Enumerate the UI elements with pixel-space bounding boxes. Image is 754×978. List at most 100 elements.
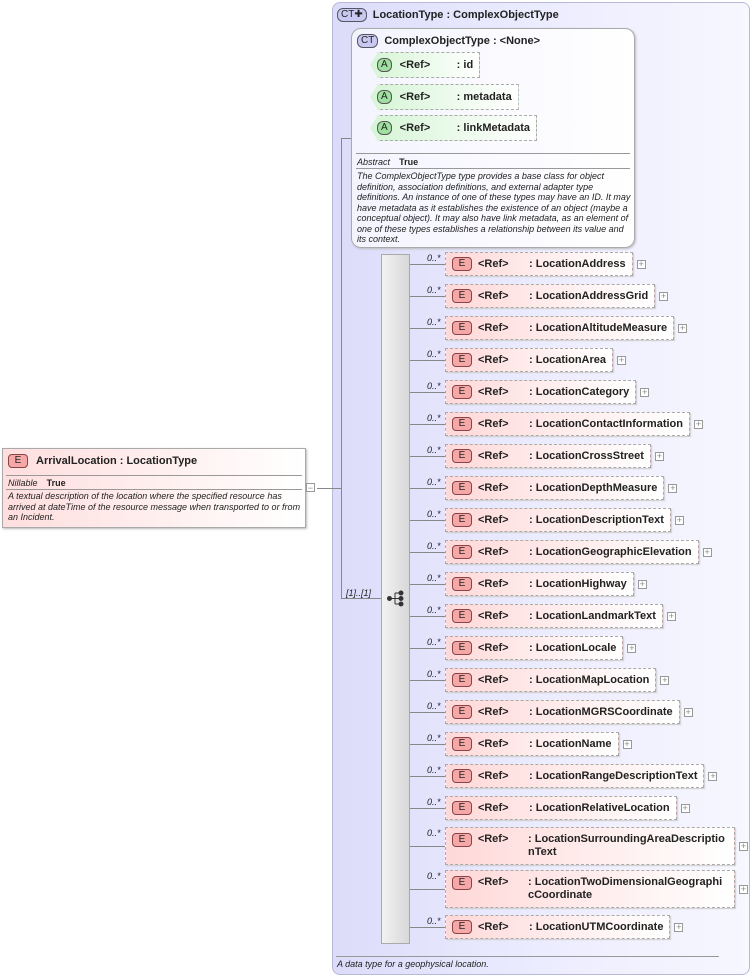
element-locationdepthmeasure[interactable]: E <Ref> : LocationDepthMeasure (445, 476, 665, 500)
expand-button[interactable]: + (660, 674, 670, 685)
expand-button[interactable]: + (702, 546, 712, 557)
attribute-metadata[interactable]: A <Ref>: metadata (370, 84, 519, 110)
expand-button[interactable]: + (680, 802, 690, 813)
element-locationrangedescriptiontext[interactable]: E <Ref>: LocationRangeDescriptionText (445, 764, 705, 788)
location-type-description: A data type for a geophysical location. (337, 959, 489, 969)
expand-button[interactable]: + (674, 514, 684, 525)
element-cardinality: 0..* (427, 477, 441, 487)
element-badge: E (452, 257, 472, 271)
element-cardinality: 0..* (427, 253, 441, 263)
element-badge: E (452, 353, 472, 367)
element-cardinality: 0..* (427, 445, 441, 455)
element-ref: <Ref> (478, 706, 509, 718)
expand-button[interactable]: + (659, 290, 669, 301)
expand-button[interactable]: + (666, 610, 676, 621)
expand-button[interactable]: + (637, 578, 647, 589)
element-name: : LocationDepthMeasure (529, 481, 658, 494)
element-locationname[interactable]: E <Ref>: LocationName (445, 732, 619, 756)
expand-button[interactable]: + (683, 706, 693, 717)
expand-button[interactable]: + (739, 840, 748, 851)
element-ref: <Ref> (478, 386, 509, 398)
element-locationdescriptiontext[interactable]: E <Ref>: LocationDescriptionText (445, 508, 671, 532)
attribute-badge: A (377, 121, 392, 135)
element-ref: <Ref> (478, 418, 509, 430)
arrival-location-title: ArrivalLocation : LocationType (36, 455, 198, 467)
complex-object-type-description: The ComplexObjectType type provides a ba… (357, 171, 631, 244)
element-locationlandmarktext[interactable]: E <Ref>: LocationLandmarkText (445, 604, 663, 628)
element-locationutmcoordinate[interactable]: E <Ref>: LocationUTMCoordinate (445, 915, 671, 939)
element-cardinality: 0..* (427, 317, 441, 327)
expand-button[interactable]: + (627, 642, 637, 653)
element-badge: E (452, 769, 472, 783)
element-cardinality: 0..* (427, 413, 441, 423)
expand-button[interactable]: + (668, 482, 678, 493)
element-badge: E (452, 609, 472, 623)
expand-button[interactable]: + (654, 450, 664, 461)
element-row: E <Ref>: LocationCrossStreet + (445, 444, 664, 468)
expand-button[interactable]: + (640, 386, 650, 397)
element-locationcontactinformation[interactable]: E <Ref>: LocationContactInformation (445, 412, 690, 436)
element-locationcrossstreet[interactable]: E <Ref>: LocationCrossStreet (445, 444, 651, 468)
element-badge: E (452, 385, 472, 399)
collapse-button[interactable]: − (306, 483, 315, 493)
element-locationrelativelocation[interactable]: E <Ref>: LocationRelativeLocation (445, 796, 677, 820)
expand-button[interactable]: + (622, 738, 632, 749)
element-locationsurroundingareadescriptiontext[interactable]: E <Ref>: LocationSurroundingAreaDescripti… (445, 827, 735, 865)
element-cardinality: 0..* (427, 669, 441, 679)
expand-button[interactable]: + (678, 322, 688, 333)
attribute-ref: <Ref> (399, 59, 431, 71)
element-ref: <Ref> (478, 482, 509, 494)
element-name: : LocationArea (529, 353, 607, 366)
element-locationaddressgrid[interactable]: E <Ref>: LocationAddressGrid (445, 284, 656, 308)
element-name: : LocationAddress (529, 257, 626, 270)
element-row: E <Ref>: LocationRangeDescriptionText + (445, 764, 718, 788)
element-badge: E (452, 321, 472, 335)
element-ref: <Ref> (478, 642, 509, 654)
element-row: E <Ref>: LocationName + (445, 732, 632, 756)
element-cardinality: 0..* (427, 541, 441, 551)
element-ref: <Ref> (478, 921, 509, 933)
element-name: : LocationAltitudeMeasure (529, 321, 668, 334)
element-ref: <Ref> (477, 833, 509, 845)
attribute-linkmetadata[interactable]: A <Ref>: linkMetadata (370, 115, 538, 141)
expand-button[interactable]: + (636, 258, 646, 269)
element-locationcategory[interactable]: E <Ref>: LocationCategory (445, 380, 637, 404)
element-badge: E (452, 417, 472, 431)
element-name: : LocationMapLocation (529, 673, 650, 686)
element-ref: <Ref> (478, 674, 509, 686)
element-locationmaplocation[interactable]: E <Ref> : LocationMapLocation (445, 668, 657, 692)
attribute-name: : metadata (456, 91, 512, 103)
abstract-value: True (399, 157, 419, 167)
element-badge: E (452, 876, 472, 890)
element-row: E <Ref>: LocationDescriptionText + (445, 508, 684, 532)
expand-button[interactable]: + (694, 418, 703, 429)
expand-button[interactable]: + (617, 354, 627, 365)
element-locationaddress[interactable]: E <Ref> : LocationAddress (445, 252, 633, 276)
element-locationaltitudemeasure[interactable]: E <Ref>: LocationAltitudeMeasure (445, 316, 675, 340)
element-locationtwodimensionalgeographiccoordinate[interactable]: E <Ref>: LocationTwoDimensionalGeographic… (445, 870, 735, 908)
arrival-location-element[interactable]: E ArrivalLocation : LocationType Nillabl… (2, 448, 306, 528)
element-badge: E (452, 577, 472, 591)
sequence-icon (387, 590, 404, 607)
element-row: E <Ref> : LocationLocale + (445, 636, 637, 660)
expand-button[interactable]: + (674, 921, 684, 932)
element-cardinality: 0..* (427, 381, 441, 391)
element-locationhighway[interactable]: E <Ref>: LocationHighway (445, 572, 634, 596)
element-locationgeographicelevation[interactable]: E <Ref>: LocationGeographicElevation (445, 540, 699, 564)
arrival-location-description: A textual description of the location wh… (8, 491, 301, 522)
element-ref: <Ref> (478, 258, 509, 270)
element-badge: E (452, 481, 472, 495)
attribute-id[interactable]: A <Ref>: id (370, 52, 481, 78)
element-ref: <Ref> (478, 290, 509, 302)
complex-type-badge: CT✚ (337, 8, 367, 22)
expand-button[interactable]: + (739, 883, 748, 894)
element-name: : LocationUTMCoordinate (529, 920, 664, 933)
element-name: : LocationLocale (529, 641, 617, 654)
element-locationlocale[interactable]: E <Ref> : LocationLocale (445, 636, 624, 660)
element-badge: E (452, 641, 472, 655)
element-locationmgrscoordinate[interactable]: E <Ref>: LocationMGRSCoordinate (445, 700, 680, 724)
element-locationarea[interactable]: E <Ref>: LocationArea (445, 348, 614, 372)
element-row: E <Ref>: LocationTwoDimensionalGeographic… (445, 870, 748, 908)
expand-button[interactable]: + (708, 770, 718, 781)
element-badge: E (452, 673, 472, 687)
